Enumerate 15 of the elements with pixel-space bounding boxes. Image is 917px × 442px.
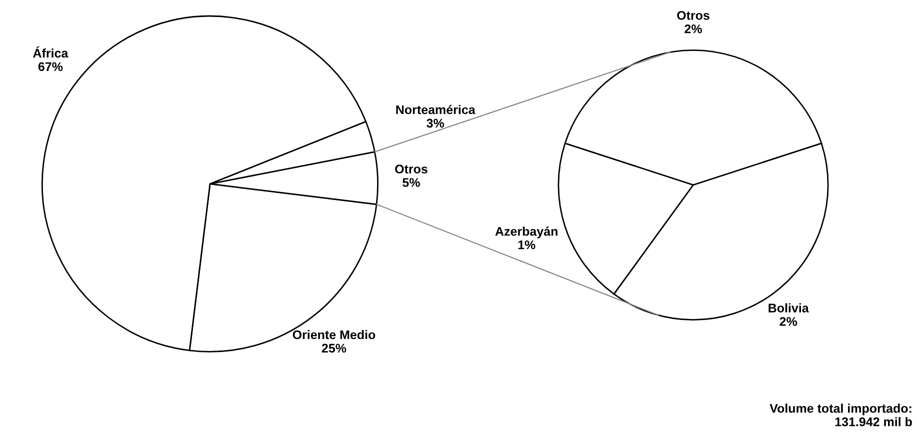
data-label: 2% [684,24,702,34]
data-label: 2% [780,317,798,326]
data-label: 5% [402,178,420,187]
slice-label: Oriente Medio [292,330,376,340]
slice-label: Norteamérica [396,104,476,114]
data-label: 1% [518,240,536,250]
slice-label: Bolivia [768,303,809,312]
slice-label: Otros [677,10,710,20]
data-label: 25% [322,344,346,353]
slice-label: Azerbayán [495,226,558,238]
data-label: 3% [426,118,444,128]
slice-label: África [33,46,68,58]
slice-label: Otros [395,164,428,174]
text: Volume total importado: 131.942 mil b [770,404,912,426]
data-label: 67% [38,62,63,72]
